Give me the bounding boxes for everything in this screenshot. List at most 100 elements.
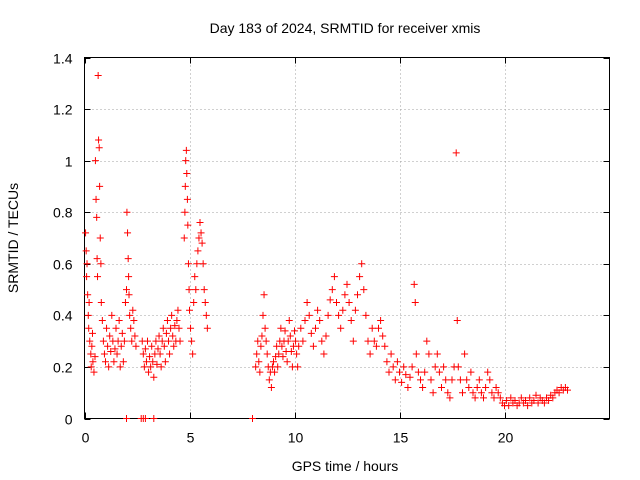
data-point	[469, 389, 477, 397]
data-point	[182, 146, 190, 154]
data-point	[366, 350, 374, 358]
data-point	[107, 347, 115, 355]
data-point	[411, 298, 419, 306]
data-point	[465, 384, 473, 392]
data-point	[93, 255, 101, 263]
data-point	[347, 317, 355, 325]
data-point	[309, 342, 317, 350]
data-point	[92, 195, 100, 203]
data-point	[322, 332, 330, 340]
data-point	[360, 286, 368, 294]
data-point	[97, 298, 105, 306]
data-point	[484, 368, 492, 376]
data-point	[526, 394, 534, 402]
data-point	[475, 376, 483, 384]
data-point	[126, 311, 134, 319]
data-point	[116, 363, 124, 371]
data-point	[194, 247, 202, 255]
data-point	[351, 306, 359, 314]
data-point	[564, 386, 571, 394]
data-point	[127, 324, 135, 332]
data-point	[494, 389, 502, 397]
data-point	[412, 350, 420, 358]
data-point	[192, 286, 200, 294]
data-point	[328, 286, 336, 294]
data-point	[203, 324, 211, 332]
data-point	[404, 384, 412, 392]
data-point	[149, 358, 157, 366]
data-point	[94, 72, 102, 80]
data-point	[157, 363, 165, 371]
data-point	[410, 280, 418, 288]
data-point	[549, 394, 557, 402]
data-point	[253, 350, 261, 358]
data-point	[145, 368, 153, 376]
axis-layer: 0 0.2 0.4 0.6 0.8 1 1.2 1.4 0 5 10 15 20	[53, 51, 610, 446]
data-point	[534, 399, 542, 407]
data-point	[200, 286, 208, 294]
data-point	[408, 363, 416, 371]
data-point	[120, 337, 128, 345]
data-point	[262, 337, 270, 345]
data-point	[174, 306, 182, 314]
x-tick-label: 5	[187, 430, 195, 446]
data-point	[85, 298, 93, 306]
data-point	[517, 394, 525, 402]
data-point	[100, 350, 108, 358]
data-point	[259, 311, 267, 319]
data-point	[467, 368, 475, 376]
data-point	[345, 298, 353, 306]
data-point	[293, 350, 301, 358]
data-point	[88, 329, 96, 337]
data-point	[166, 350, 174, 358]
data-point	[131, 332, 139, 340]
y-axis-label: SRMTID / TECUs	[5, 183, 21, 293]
data-point	[168, 311, 176, 319]
data-point	[140, 363, 148, 371]
data-point	[281, 327, 289, 335]
data-point	[312, 324, 319, 332]
data-point	[419, 384, 427, 392]
data-point	[333, 298, 340, 306]
data-point	[188, 337, 196, 345]
data-point	[463, 376, 471, 384]
data-point	[391, 376, 399, 384]
data-point	[452, 149, 460, 157]
data-point	[87, 350, 95, 358]
data-point	[152, 337, 160, 345]
data-point	[258, 332, 266, 340]
data-point	[301, 317, 309, 325]
data-point	[488, 389, 496, 397]
data-point	[417, 376, 424, 384]
data-point	[160, 342, 168, 350]
y-tick-label: 1.4	[53, 51, 73, 67]
data-point	[454, 363, 462, 371]
data-point	[279, 353, 287, 361]
data-point	[201, 298, 209, 306]
data-point	[114, 337, 122, 345]
data-point	[104, 342, 112, 350]
data-point	[459, 389, 466, 397]
data-point	[278, 342, 286, 350]
data-point	[271, 368, 279, 376]
data-point	[461, 350, 469, 358]
data-point	[82, 229, 90, 237]
data-point	[260, 291, 268, 299]
data-point	[163, 317, 171, 325]
data-point	[292, 337, 300, 345]
data-point	[305, 311, 313, 319]
y-tick-label: 0	[65, 412, 73, 428]
data-point	[274, 363, 282, 371]
data-point	[181, 208, 189, 216]
x-tick-label: 15	[393, 430, 409, 446]
data-point	[128, 337, 136, 345]
data-point	[275, 350, 283, 358]
data-point	[341, 291, 349, 299]
data-point	[406, 373, 414, 381]
data-point	[173, 317, 181, 325]
data-point	[427, 376, 435, 384]
data-point	[254, 337, 262, 345]
data-point	[387, 350, 395, 358]
data-point	[381, 342, 389, 350]
points-layer	[82, 72, 571, 422]
